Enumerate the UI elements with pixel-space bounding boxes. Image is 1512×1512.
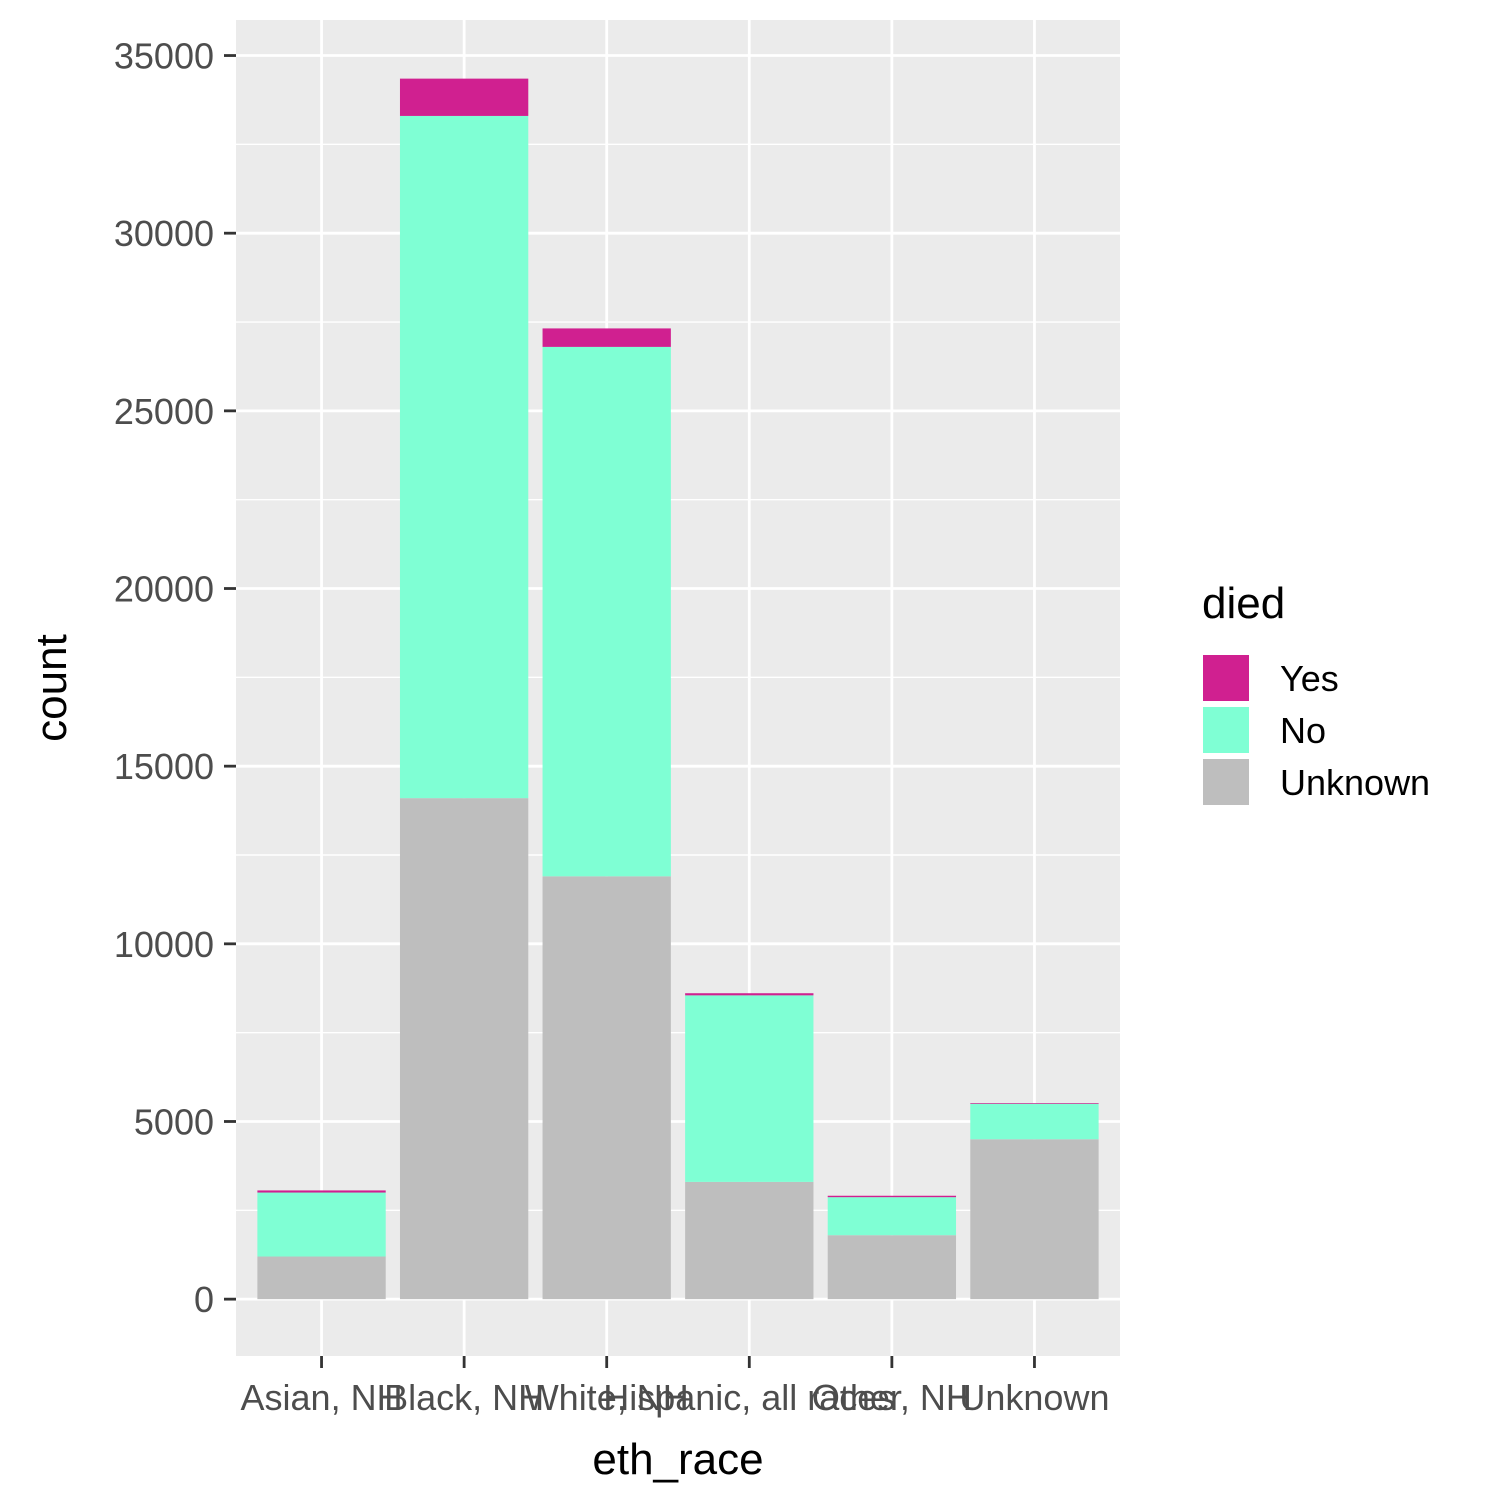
y-axis-title: count [27, 634, 76, 742]
bar-segment [399, 78, 529, 116]
bar-segment [685, 995, 814, 1182]
bar-segment [970, 1103, 1099, 1140]
x-tick-label: White, NH [525, 1377, 689, 1418]
bar-segment [399, 115, 529, 799]
y-axis: 0 5000 10000 15000 20000 25000 30000 35000 [114, 36, 236, 1320]
bar-segment [685, 1181, 814, 1300]
y-tick-label: 30000 [114, 213, 214, 254]
bar-segment [685, 993, 814, 996]
bar-segment [827, 1195, 957, 1198]
bar-segment [542, 876, 671, 1300]
x-tick-label: Black, NH [384, 1377, 544, 1418]
x-tick-label: Asian, NH [241, 1377, 403, 1418]
legend: died Yes No Unknown [1201, 579, 1430, 807]
x-tick-label: Hispanic, all races [603, 1377, 895, 1418]
bar-segment [827, 1197, 957, 1236]
x-tick-label: Other, NH [812, 1377, 972, 1418]
x-axis-title: eth_race [592, 1435, 763, 1484]
legend-key [1201, 653, 1251, 703]
bar-segment [970, 1103, 1099, 1104]
y-tick-label: 15000 [114, 746, 214, 787]
bar-segment [542, 328, 671, 347]
y-tick-label: 35000 [114, 36, 214, 77]
bar-segment [257, 1190, 386, 1193]
bar-segment [399, 798, 529, 1300]
bars [257, 78, 1099, 1300]
y-tick-label: 5000 [134, 1101, 214, 1142]
legend-label: No [1280, 710, 1326, 751]
legend-key [1201, 705, 1251, 755]
bar-segment [542, 346, 671, 877]
legend-label: Unknown [1280, 762, 1430, 803]
legend-title: died [1202, 579, 1285, 628]
y-tick-label: 20000 [114, 569, 214, 610]
bar-segment [827, 1235, 957, 1300]
y-tick-label: 10000 [114, 924, 214, 965]
legend-key [1201, 757, 1251, 807]
y-tick-label: 0 [194, 1279, 214, 1320]
legend-label: Yes [1280, 658, 1339, 699]
bar-segment [970, 1139, 1099, 1300]
x-tick-label: Unknown [959, 1377, 1109, 1418]
y-tick-label: 25000 [114, 391, 214, 432]
bar-segment [257, 1256, 386, 1300]
bar-segment [257, 1192, 386, 1257]
